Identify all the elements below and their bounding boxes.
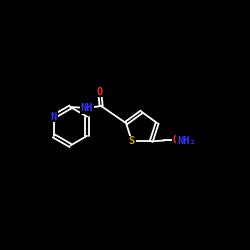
Text: N: N	[50, 112, 57, 122]
Text: S: S	[129, 136, 135, 146]
Text: O: O	[96, 86, 103, 97]
Text: NH₂: NH₂	[177, 136, 196, 146]
Text: O: O	[172, 136, 178, 145]
Text: NH: NH	[80, 103, 93, 113]
